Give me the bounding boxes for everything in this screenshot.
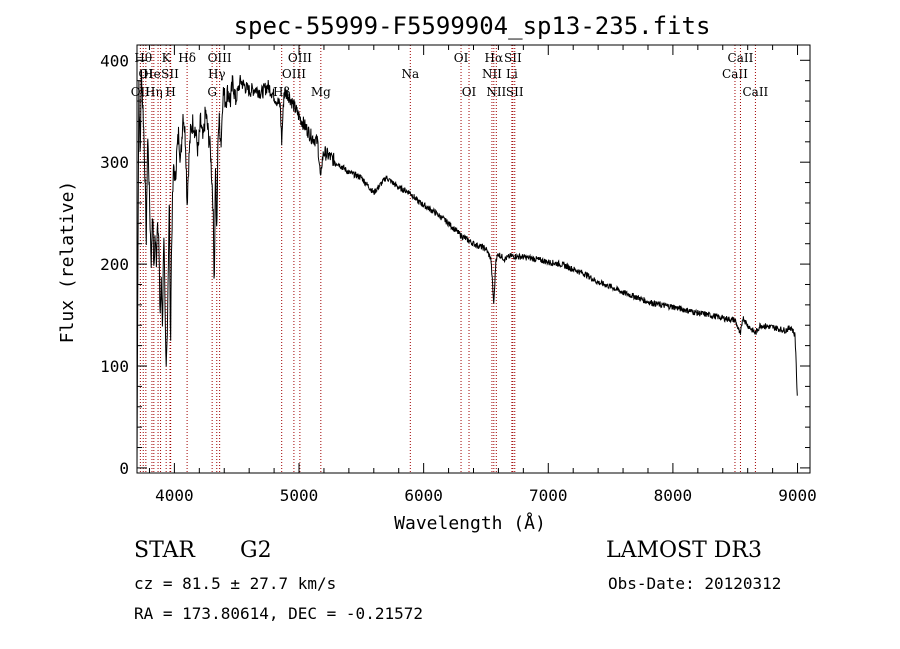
x-axis: 4000 5000 6000 7000 8000 9000 xyxy=(148,45,817,505)
marker-label: CaII xyxy=(722,67,748,81)
marker-label: H xyxy=(165,85,175,99)
x-tick-label: 7000 xyxy=(529,486,568,505)
spectral-subclass: G2 xyxy=(240,538,272,563)
marker-label: NII xyxy=(482,67,502,81)
marker-label: Na xyxy=(401,67,419,81)
chart-title: spec-55999-F5599904_sp13-235.fits xyxy=(234,12,711,40)
x-tick-label: 5000 xyxy=(280,486,319,505)
y-axis-label: Flux (relative) xyxy=(57,181,78,344)
x-tick-label: 4000 xyxy=(155,486,194,505)
x-tick-label: 9000 xyxy=(778,486,817,505)
survey-name: LAMOST DR3 xyxy=(606,538,762,563)
marker-label: OI xyxy=(462,85,477,99)
marker-label: Hδ xyxy=(178,51,196,65)
object-type: STAR xyxy=(134,538,195,563)
marker-label: OI xyxy=(139,67,154,81)
x-axis-label: Wavelength (Å) xyxy=(394,512,546,534)
y-tick-label: 400 xyxy=(100,51,129,70)
line-markers: OIIHθOIHeHηKSIIHHδGHγOIIIHβOIIIOIIIMgNaO… xyxy=(131,45,769,473)
y-tick-label: 300 xyxy=(100,153,129,172)
marker-label: OII xyxy=(131,85,151,99)
marker-label: SII xyxy=(161,67,179,81)
marker-label: Hθ xyxy=(134,51,152,65)
marker-label: Hα xyxy=(485,51,504,65)
marker-label: Hγ xyxy=(208,67,226,81)
coordinates: RA = 173.80614, DEC = -0.21572 xyxy=(134,604,423,623)
marker-label: He xyxy=(143,67,161,81)
marker-label: Mg xyxy=(311,85,331,99)
x-tick-label: 6000 xyxy=(404,486,443,505)
marker-label: CaII xyxy=(742,85,768,99)
marker-label: CaII xyxy=(728,51,754,65)
marker-label: OIII xyxy=(282,67,306,81)
y-tick-label: 200 xyxy=(100,255,129,274)
spectrum-line xyxy=(136,69,798,468)
marker-label: K xyxy=(162,51,172,65)
y-tick-label: 100 xyxy=(100,357,129,376)
marker-label: SII xyxy=(506,85,524,99)
marker-label: OIII xyxy=(288,51,312,65)
marker-label: Li xyxy=(506,67,518,81)
y-axis: 0 100 200 300 400 xyxy=(100,51,810,478)
observation-date: Obs-Date: 20120312 xyxy=(608,574,782,593)
marker-label: OI xyxy=(454,51,469,65)
marker-label: NII xyxy=(486,85,506,99)
marker-label: G xyxy=(207,85,217,99)
redshift-velocity: cz = 81.5 ± 27.7 km/s xyxy=(134,574,337,593)
marker-label: Hη xyxy=(145,85,163,99)
y-tick-label: 0 xyxy=(119,459,129,478)
plot-frame xyxy=(136,44,811,474)
marker-label: OIII xyxy=(208,51,232,65)
marker-label: SII xyxy=(504,51,522,65)
x-tick-label: 8000 xyxy=(654,486,693,505)
